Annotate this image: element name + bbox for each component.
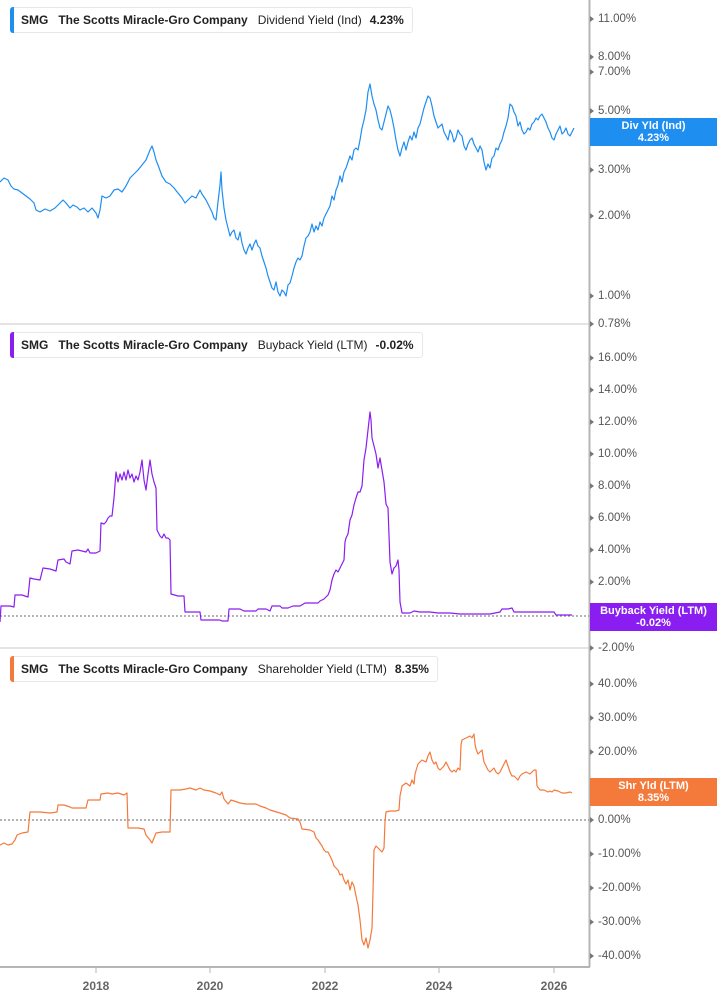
y-tick-label: 40.00% bbox=[598, 678, 638, 690]
y-tick-label: -40.00% bbox=[598, 950, 641, 962]
company-name: The Scotts Miracle-Gro Company bbox=[58, 662, 248, 676]
buyback-yield-panel: SMG The Scotts Miracle-Gro Company Buyba… bbox=[0, 325, 717, 654]
x-tick-label: 2026 bbox=[540, 979, 568, 993]
y-tick-label: 0.78% bbox=[598, 318, 631, 330]
y-tick-label: 12.00% bbox=[598, 416, 638, 428]
dividend-yield-line bbox=[0, 83, 575, 297]
y-tick-label: 6.00% bbox=[598, 512, 631, 524]
x-tick-label: 2020 bbox=[196, 979, 224, 993]
badge-value: -0.02% bbox=[636, 617, 671, 629]
badge-value: 4.23% bbox=[637, 132, 670, 144]
shareholder-yield-panel: SMG The Scotts Miracle-Gro Company Share… bbox=[0, 649, 717, 967]
x-tick-label: 2022 bbox=[311, 979, 339, 993]
y-tick-label: 10.00% bbox=[598, 448, 638, 460]
x-tick-label: 2024 bbox=[425, 979, 453, 993]
y-tick-label: 30.00% bbox=[598, 712, 638, 724]
ticker-label: SMG bbox=[21, 13, 49, 27]
y-tick-label: 8.00% bbox=[598, 480, 631, 492]
shareholder-yield-line bbox=[0, 733, 573, 949]
y-tick-label: 2.00% bbox=[598, 576, 631, 588]
y-tick-label: 3.00% bbox=[598, 164, 631, 176]
ticker-label: SMG bbox=[21, 662, 49, 676]
last-value-badge: Shr Yld (LTM) 8.35% bbox=[590, 778, 717, 806]
y-tick-label: 5.00% bbox=[598, 105, 631, 117]
company-name: The Scotts Miracle-Gro Company bbox=[58, 13, 248, 27]
badge-label: Div Yld (Ind) bbox=[621, 120, 686, 132]
company-name: The Scotts Miracle-Gro Company bbox=[58, 338, 248, 352]
y-tick-label: 11.00% bbox=[598, 13, 637, 25]
y-tick-label: 14.00% bbox=[598, 384, 638, 396]
x-tick-label: 2018 bbox=[82, 979, 110, 993]
shareholder-yield-legend[interactable]: SMG The Scotts Miracle-Gro Company Share… bbox=[10, 656, 438, 682]
y-tick-label: 16.00% bbox=[598, 352, 638, 364]
y-tick-label: -30.00% bbox=[598, 916, 641, 928]
dividend-yield-legend[interactable]: SMG The Scotts Miracle-Gro Company Divid… bbox=[10, 7, 413, 33]
badge-label: Shr Yld (LTM) bbox=[618, 780, 689, 792]
y-tick-label: 2.00% bbox=[598, 210, 631, 222]
series-color-swatch bbox=[10, 656, 14, 682]
series-color-swatch bbox=[10, 7, 14, 33]
y-tick-label: 8.00% bbox=[598, 51, 631, 63]
badge-value: 8.35% bbox=[637, 792, 670, 804]
y-tick-label: 1.00% bbox=[598, 290, 631, 302]
dividend-yield-panel: SMG The Scotts Miracle-Gro Company Divid… bbox=[0, 0, 717, 330]
ticker-label: SMG bbox=[21, 338, 49, 352]
buyback-yield-legend[interactable]: SMG The Scotts Miracle-Gro Company Buyba… bbox=[10, 332, 423, 358]
badge-label: Buyback Yield (LTM) bbox=[600, 605, 707, 617]
metric-value: 8.35% bbox=[394, 662, 429, 676]
y-tick-label: 20.00% bbox=[598, 746, 638, 758]
y-tick-label: -20.00% bbox=[598, 882, 641, 894]
y-tick-label: -10.00% bbox=[598, 848, 641, 860]
metric-value: 4.23% bbox=[369, 13, 404, 27]
metric-name: Dividend Yield (Ind) bbox=[257, 13, 362, 27]
metric-name: Shareholder Yield (LTM) bbox=[257, 662, 387, 676]
y-tick-label: 4.00% bbox=[598, 544, 631, 556]
series-color-swatch bbox=[10, 332, 14, 358]
metric-value: -0.02% bbox=[375, 338, 414, 352]
last-value-badge: Buyback Yield (LTM) -0.02% bbox=[590, 603, 717, 631]
y-tick-label: 7.00% bbox=[598, 66, 631, 78]
y-tick-label: 0.00% bbox=[598, 814, 631, 826]
metric-name: Buyback Yield (LTM) bbox=[257, 338, 368, 352]
x-axis-ticks bbox=[95, 967, 555, 973]
last-value-badge: Div Yld (Ind) 4.23% bbox=[590, 118, 717, 146]
y-axis-ticks bbox=[590, 16, 594, 959]
buyback-yield-line bbox=[0, 411, 572, 623]
y-tick-label: -2.00% bbox=[598, 642, 635, 654]
